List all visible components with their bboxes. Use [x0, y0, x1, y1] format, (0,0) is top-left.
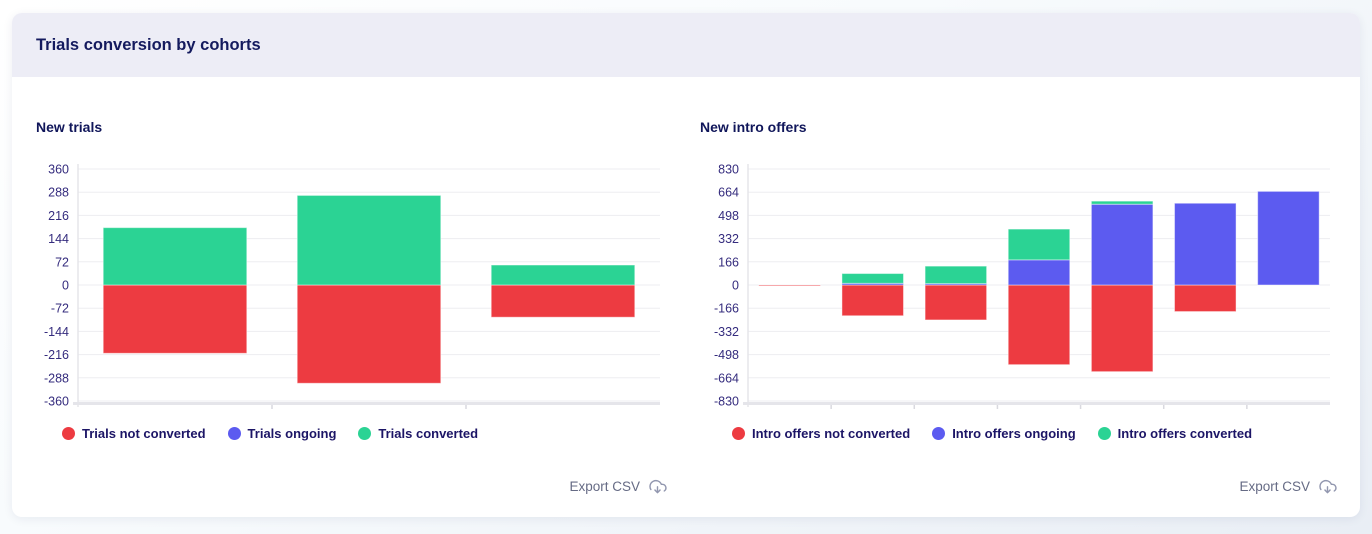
- svg-text:360: 360: [48, 163, 69, 177]
- intro-offers-converted-dot-icon: [1097, 427, 1111, 440]
- legend-label: Trials ongoing: [247, 426, 337, 441]
- export-csv-label: Export CSV: [1239, 479, 1310, 494]
- svg-text:72: 72: [55, 255, 69, 269]
- export-csv-button[interactable]: Export CSV: [1237, 473, 1339, 500]
- svg-text:144: 144: [48, 232, 69, 246]
- cloud-download-icon: [1318, 477, 1337, 496]
- svg-text:-498: -498: [714, 348, 739, 362]
- legend-item-intro-offers-converted: Intro offers converted: [1097, 426, 1253, 441]
- svg-text:-332: -332: [714, 325, 739, 339]
- new-intro-offers-chart: 830 664 498 332 166 0 -166 -332 -498 -664 -830: [714, 163, 1330, 409]
- intro-offers-ongoing-dot-icon: [932, 427, 946, 440]
- legend-label: Trials converted: [378, 426, 479, 441]
- export-csv-button[interactable]: Export CSV: [567, 473, 669, 500]
- svg-text:-830: -830: [714, 395, 739, 409]
- trials-ongoing-dot-icon: [227, 427, 241, 440]
- legend-label: Intro offers not converted: [752, 426, 911, 441]
- svg-text:332: 332: [718, 232, 739, 246]
- trials-conversion-card: Trials conversion by cohorts New trials …: [12, 13, 1360, 517]
- svg-text:-360: -360: [44, 395, 69, 409]
- svg-text:-216: -216: [44, 348, 69, 362]
- legend-item-trials-not-converted: Trials not converted: [62, 426, 206, 441]
- new-trials-legend: Trials not converted Trials ongoing Tria…: [62, 426, 478, 441]
- new-intro-offers-chart-title: New intro offers: [700, 119, 807, 135]
- new-intro-offers-export-row: Export CSV: [700, 473, 1339, 500]
- trials-not-converted-dot-icon: [62, 427, 75, 440]
- legend-item-intro-offers-ongoing: Intro offers ongoing: [932, 426, 1076, 441]
- trials-converted-dot-icon: [358, 427, 372, 440]
- new-intro-offers-legend: Intro offers not converted Intro offers …: [732, 426, 1252, 441]
- svg-text:-72: -72: [51, 302, 69, 316]
- svg-text:830: 830: [718, 163, 739, 177]
- svg-text:664: 664: [718, 186, 739, 200]
- legend-item-trials-ongoing: Trials ongoing: [227, 426, 337, 441]
- svg-text:166: 166: [718, 255, 739, 269]
- legend-label: Intro offers converted: [1117, 426, 1253, 441]
- svg-text:0: 0: [732, 279, 739, 293]
- legend-item-trials-converted: Trials converted: [358, 426, 478, 441]
- legend-label: Intro offers ongoing: [952, 426, 1076, 441]
- svg-text:-144: -144: [44, 325, 69, 339]
- svg-text:-288: -288: [44, 371, 69, 385]
- svg-text:498: 498: [718, 209, 739, 223]
- card-header: Trials conversion by cohorts: [12, 13, 1360, 77]
- svg-text:0: 0: [62, 279, 69, 293]
- new-trials-chart: 360 288 216 144 72 0 -72 -144 -216 -288 -360: [44, 163, 660, 409]
- svg-text:-664: -664: [714, 371, 739, 385]
- new-trials-export-row: Export CSV: [30, 473, 669, 500]
- new-trials-chart-title: New trials: [36, 119, 103, 135]
- intro-offers-not-converted-dot-icon: [732, 427, 745, 440]
- legend-item-intro-offers-not-converted: Intro offers not converted: [732, 426, 910, 441]
- svg-text:216: 216: [48, 209, 69, 223]
- svg-text:-166: -166: [714, 302, 739, 316]
- legend-label: Trials not converted: [82, 426, 206, 441]
- cloud-download-icon: [648, 477, 667, 496]
- export-csv-label: Export CSV: [569, 479, 640, 494]
- card-title: Trials conversion by cohorts: [36, 35, 261, 54]
- svg-text:288: 288: [48, 186, 69, 200]
